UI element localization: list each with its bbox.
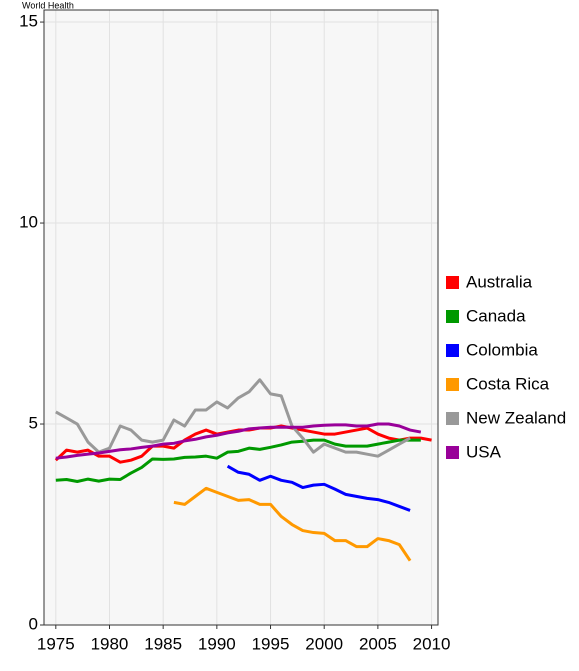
y-tick-label: 10 (19, 213, 38, 232)
x-tick-label: 1980 (91, 634, 129, 653)
series-line (173, 486, 412, 562)
legend-label: Canada (466, 306, 526, 325)
series-line (226, 464, 411, 512)
series-line (55, 438, 421, 483)
watermark: World Health (22, 0, 74, 10)
y-tick-label: 15 (19, 12, 38, 31)
legend-label: USA (466, 442, 502, 461)
legend-swatch (446, 276, 459, 289)
plot-frame (43, 9, 439, 626)
y-tick-label: 5 (29, 414, 38, 433)
plot-background (44, 10, 438, 625)
legend-label: Australia (466, 272, 533, 291)
legend-swatch (446, 310, 459, 323)
legend-swatch (446, 446, 459, 459)
x-tick-label: 1990 (198, 634, 236, 653)
y-tick-label: 0 (29, 614, 38, 633)
series-line (55, 378, 411, 458)
x-tick-label: 2005 (359, 634, 397, 653)
legend-swatch (446, 378, 459, 391)
x-tick-label: 2010 (413, 634, 451, 653)
x-tick-label: 1995 (252, 634, 290, 653)
x-tick-label: 2000 (305, 634, 343, 653)
x-tick-label: 1985 (144, 634, 182, 653)
legend-label: Colombia (466, 340, 538, 359)
legend-swatch (446, 344, 459, 357)
legend-label: Costa Rica (466, 374, 550, 393)
legend-label: New Zealand (466, 408, 566, 427)
series-line (55, 422, 422, 460)
x-tick-label: 1975 (37, 634, 75, 653)
legend-swatch (446, 412, 459, 425)
